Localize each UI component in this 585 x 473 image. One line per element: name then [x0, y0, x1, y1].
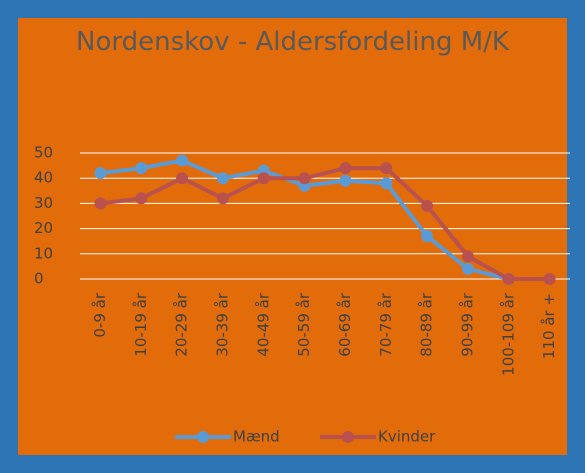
legend-marker: [197, 431, 209, 443]
y-tick-label: 40: [34, 169, 53, 187]
x-tick-label: 20-29 år: [173, 292, 191, 357]
data-point: [298, 172, 311, 185]
data-point: [94, 197, 107, 210]
data-point: [421, 230, 434, 243]
data-point: [339, 174, 352, 187]
data-point: [380, 162, 393, 175]
data-point: [176, 172, 189, 185]
data-point: [135, 192, 148, 205]
x-tick-label: 70-79 år: [377, 292, 395, 357]
x-tick-label: 30-39 år: [213, 292, 231, 357]
data-point: [421, 199, 434, 212]
x-tick-label: 80-89 år: [418, 292, 436, 357]
data-point: [94, 167, 107, 180]
x-tick-label: 10-19 år: [132, 292, 150, 357]
legend-marker: [342, 431, 354, 443]
data-point: [339, 162, 352, 175]
x-tick-label: 100-109 år: [499, 292, 517, 376]
y-tick-label: 50: [34, 144, 53, 162]
data-point: [176, 154, 189, 167]
x-tick-label: 0-9 år: [91, 292, 109, 337]
chart-title: Nordenskov - Aldersfordeling M/K: [76, 27, 509, 57]
y-tick-label: 10: [34, 244, 53, 262]
y-tick-label: 20: [34, 219, 53, 237]
x-tick-label: 60-69 år: [336, 292, 354, 357]
data-point: [461, 250, 474, 263]
data-point: [502, 273, 515, 285]
y-tick-label: 30: [34, 194, 53, 212]
legend-label: Kvinder: [378, 428, 436, 446]
data-point: [135, 162, 148, 175]
x-tick-label: 110 år +: [540, 293, 558, 359]
series-line: [100, 166, 550, 281]
legend-label: Mænd: [233, 428, 280, 446]
plot-background: [18, 18, 567, 455]
y-tick-label: 0: [34, 270, 44, 288]
data-point: [543, 273, 556, 285]
data-point: [380, 177, 393, 190]
x-tick-label: 50-59 år: [295, 292, 313, 357]
x-tick-label: 40-49 år: [254, 292, 272, 357]
data-point: [257, 172, 270, 185]
x-tick-label: 90-99 år: [458, 292, 476, 357]
data-point: [461, 262, 474, 275]
data-point: [216, 172, 229, 185]
data-point: [216, 192, 229, 205]
